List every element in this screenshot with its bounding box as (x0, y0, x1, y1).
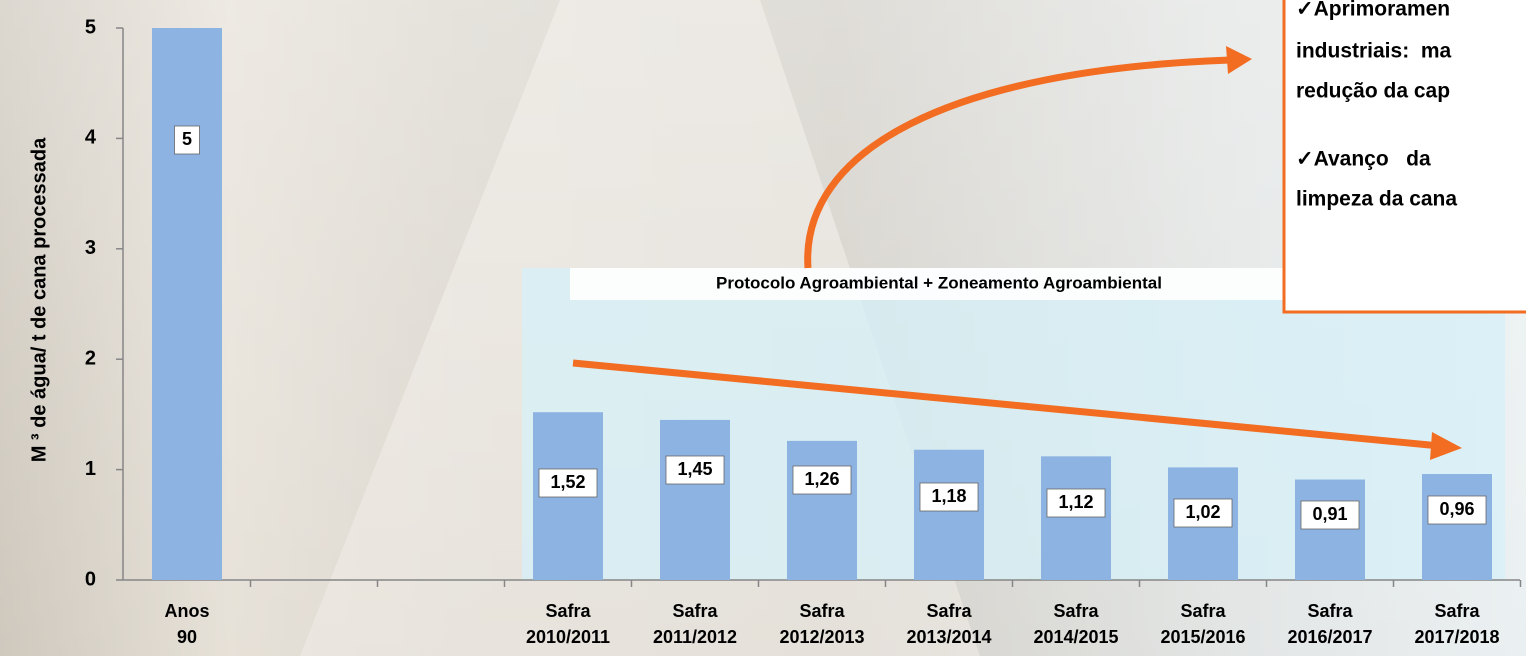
x-tick-label: Safra 2012/2013 (779, 601, 864, 647)
value-label-box (1300, 500, 1360, 530)
x-tick-label-line: 2012/2013 (779, 627, 864, 647)
band-label: Protocolo Agroambiental + Zoneamento Agr… (716, 273, 1162, 292)
y-tick-label: 3 (85, 237, 96, 259)
value-label-box (792, 465, 852, 495)
x-tick-label-line: 2011/2012 (653, 627, 737, 647)
value-label: 1,52 (550, 472, 585, 492)
annotation-line: redução da cap (1296, 80, 1450, 103)
value-label: 1,18 (931, 486, 966, 506)
value-label-box (1427, 495, 1487, 525)
value-label: 1,45 (677, 459, 712, 479)
value-label-box (665, 455, 725, 485)
bar (1295, 479, 1365, 580)
arrow-head (1430, 432, 1462, 460)
arrow-head (1226, 46, 1252, 74)
x-tick-label-line: Safra (926, 601, 972, 621)
x-tick-label: Anos 90 (165, 601, 210, 647)
bar (1041, 456, 1111, 580)
x-tick-label: Safra 2016/2017 (1287, 601, 1372, 647)
x-tick-label: Safra 2017/2018 (1414, 601, 1499, 647)
x-tick-label-line: 2014/2015 (1033, 627, 1118, 647)
value-label: 1,02 (1185, 502, 1220, 522)
x-tick-label: Safra 2015/2016 (1160, 601, 1245, 647)
x-tick-label-line: Safra (672, 601, 718, 621)
annotation-line: ✓Aprimoramen (1296, 0, 1450, 21)
value-label: 5 (182, 129, 192, 149)
x-tick-label-line: 2010/2011 (526, 627, 610, 647)
x-tick-label: Safra 2013/2014 (906, 601, 991, 647)
x-tick-label: Safra 2014/2015 (1033, 601, 1118, 647)
x-tick-label: Safra 2011/2012 (653, 601, 737, 647)
value-label: 1,12 (1058, 492, 1093, 512)
value-label-box (538, 468, 598, 498)
value-label: 0,91 (1312, 504, 1347, 524)
x-tick-label: Safra 2010/2011 (526, 601, 610, 647)
annotation-line: limpeza da cana (1296, 188, 1457, 211)
bar (1422, 474, 1492, 580)
curved-arrow (804, 56, 1231, 269)
x-tick-label-line: Anos (165, 601, 210, 621)
annotation-box (1282, 0, 1526, 314)
value-label-box (1173, 498, 1233, 528)
annotation-line: ✓Avanço da (1296, 148, 1431, 171)
y-tick-label: 5 (85, 16, 96, 38)
bar (660, 419, 730, 580)
x-tick-label-line: 2016/2017 (1287, 627, 1372, 647)
value-label-box (1046, 488, 1106, 518)
annotation-line: industriais: ma (1296, 40, 1452, 63)
bar (787, 440, 857, 580)
value-label-box (919, 482, 979, 512)
y-tick-label: 4 (85, 127, 97, 149)
band-label-box (570, 268, 1308, 300)
y-axis-label: M ³ de água/ t de cana processada (28, 137, 50, 462)
y-tick-label: 2 (85, 347, 96, 369)
y-tick-label: 0 (85, 568, 96, 590)
x-tick-label-line: Safra (1053, 601, 1099, 621)
x-tick-label-line: 90 (177, 627, 197, 647)
x-tick-label-line: Safra (545, 601, 591, 621)
x-tick-label-line: 2017/2018 (1414, 627, 1499, 647)
value-label: 0,96 (1439, 499, 1474, 519)
value-label: 1,26 (804, 469, 839, 489)
x-tick-label-line: Safra (1434, 601, 1480, 621)
bar (152, 28, 222, 580)
x-tick-label-line: Safra (1307, 601, 1353, 621)
value-label-box (174, 125, 200, 155)
x-tick-label-line: 2015/2016 (1160, 627, 1245, 647)
x-tick-label-line: Safra (1180, 601, 1226, 621)
x-tick-label-line: 2013/2014 (906, 627, 991, 647)
trend-arrow (572, 359, 1441, 450)
y-tick-label: 1 (85, 458, 96, 480)
x-tick-label-line: Safra (799, 601, 845, 621)
bar (914, 449, 984, 580)
